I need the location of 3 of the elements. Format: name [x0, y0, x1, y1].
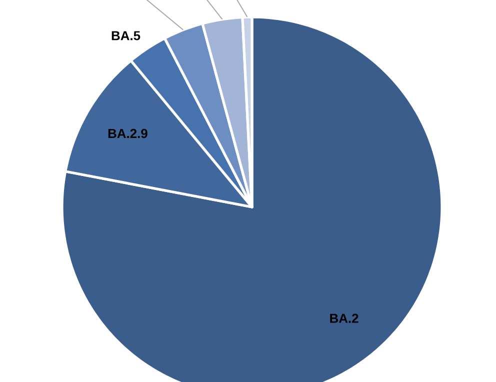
slice-label: BA.5 — [112, 31, 140, 40]
slice-label: BA.2.9 — [108, 128, 148, 138]
slice-label: BA.2 — [330, 314, 358, 323]
